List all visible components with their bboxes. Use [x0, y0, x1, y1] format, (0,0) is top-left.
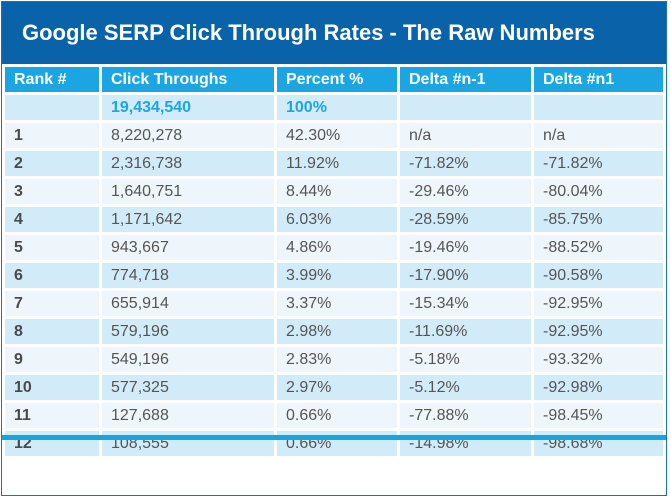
percent-cell: 0.66% [277, 403, 397, 428]
delta-first-cell: -92.95% [534, 291, 663, 316]
click-throughs-cell: 1,640,751 [102, 179, 274, 204]
column-header-delta-first: Delta #n1 [534, 67, 663, 92]
click-throughs-cell: 1,171,642 [102, 207, 274, 232]
percent-cell: 3.37% [277, 291, 397, 316]
column-header-click-throughs: Click Throughs [102, 67, 274, 92]
delta-prev-cell: -29.46% [400, 179, 531, 204]
click-throughs-cell: 549,196 [102, 347, 274, 372]
ctr-table: Rank # Click Throughs Percent % Delta #n… [2, 64, 666, 459]
delta-prev-cell: -15.34% [400, 291, 531, 316]
delta-first-cell: -71.82% [534, 151, 663, 176]
delta-prev-cell: -11.69% [400, 319, 531, 344]
percent-cell: 6.03% [277, 207, 397, 232]
delta-prev-cell: -17.90% [400, 263, 531, 288]
rank-cell: 11 [5, 403, 99, 428]
table-row: 3 1,640,751 8.44% -29.46% -80.04% [5, 179, 663, 204]
rank-cell: 6 [5, 263, 99, 288]
column-header-delta-prev: Delta #n-1 [400, 67, 531, 92]
total-delta-prev-cell [400, 95, 531, 120]
total-click-throughs-cell: 19,434,540 [102, 95, 274, 120]
percent-cell: 11.92% [277, 151, 397, 176]
delta-prev-cell: -28.59% [400, 207, 531, 232]
click-throughs-cell: 579,196 [102, 319, 274, 344]
percent-cell: 3.99% [277, 263, 397, 288]
rank-cell: 5 [5, 235, 99, 260]
delta-first-cell: -92.98% [534, 375, 663, 400]
table-row: 6 774,718 3.99% -17.90% -90.58% [5, 263, 663, 288]
percent-cell: 2.97% [277, 375, 397, 400]
page-title: Google SERP Click Through Rates - The Ra… [2, 2, 666, 64]
total-row: 19,434,540 100% [5, 95, 663, 120]
delta-prev-cell: -77.88% [400, 403, 531, 428]
percent-cell: 4.86% [277, 235, 397, 260]
delta-first-cell: -85.75% [534, 207, 663, 232]
delta-first-cell: -98.45% [534, 403, 663, 428]
delta-prev-cell: -19.46% [400, 235, 531, 260]
table-row: 11 127,688 0.66% -77.88% -98.45% [5, 403, 663, 428]
click-throughs-cell: 577,325 [102, 375, 274, 400]
percent-cell: 42.30% [277, 123, 397, 148]
delta-prev-cell: -5.12% [400, 375, 531, 400]
click-throughs-cell: 8,220,278 [102, 123, 274, 148]
click-throughs-cell: 943,667 [102, 235, 274, 260]
table-row: 7 655,914 3.37% -15.34% -92.95% [5, 291, 663, 316]
delta-first-cell: -93.32% [534, 347, 663, 372]
rank-cell: 10 [5, 375, 99, 400]
total-percent-cell: 100% [277, 95, 397, 120]
rank-cell: 2 [5, 151, 99, 176]
table-row: 9 549,196 2.83% -5.18% -93.32% [5, 347, 663, 372]
rank-cell: 7 [5, 291, 99, 316]
column-header-rank: Rank # [5, 67, 99, 92]
table-row: 2 2,316,738 11.92% -71.82% -71.82% [5, 151, 663, 176]
table-row: 5 943,667 4.86% -19.46% -88.52% [5, 235, 663, 260]
click-throughs-cell: 2,316,738 [102, 151, 274, 176]
click-throughs-cell: 655,914 [102, 291, 274, 316]
rank-cell: 4 [5, 207, 99, 232]
table-row: 8 579,196 2.98% -11.69% -92.95% [5, 319, 663, 344]
click-throughs-cell: 774,718 [102, 263, 274, 288]
table-row: 1 8,220,278 42.30% n/a n/a [5, 123, 663, 148]
percent-cell: 2.98% [277, 319, 397, 344]
top-ten-divider [2, 435, 666, 440]
rank-cell: 1 [5, 123, 99, 148]
percent-cell: 2.83% [277, 347, 397, 372]
rank-cell: 3 [5, 179, 99, 204]
table-row: 4 1,171,642 6.03% -28.59% -85.75% [5, 207, 663, 232]
column-header-percent: Percent % [277, 67, 397, 92]
total-delta-first-cell [534, 95, 663, 120]
delta-first-cell: n/a [534, 123, 663, 148]
rank-cell: 8 [5, 319, 99, 344]
delta-prev-cell: n/a [400, 123, 531, 148]
delta-first-cell: -92.95% [534, 319, 663, 344]
header-row: Rank # Click Throughs Percent % Delta #n… [5, 67, 663, 92]
delta-first-cell: -88.52% [534, 235, 663, 260]
delta-first-cell: -90.58% [534, 263, 663, 288]
delta-prev-cell: -5.18% [400, 347, 531, 372]
rank-cell: 9 [5, 347, 99, 372]
delta-prev-cell: -71.82% [400, 151, 531, 176]
delta-first-cell: -80.04% [534, 179, 663, 204]
total-rank-cell [5, 95, 99, 120]
click-throughs-cell: 127,688 [102, 403, 274, 428]
table-row: 10 577,325 2.97% -5.12% -92.98% [5, 375, 663, 400]
percent-cell: 8.44% [277, 179, 397, 204]
